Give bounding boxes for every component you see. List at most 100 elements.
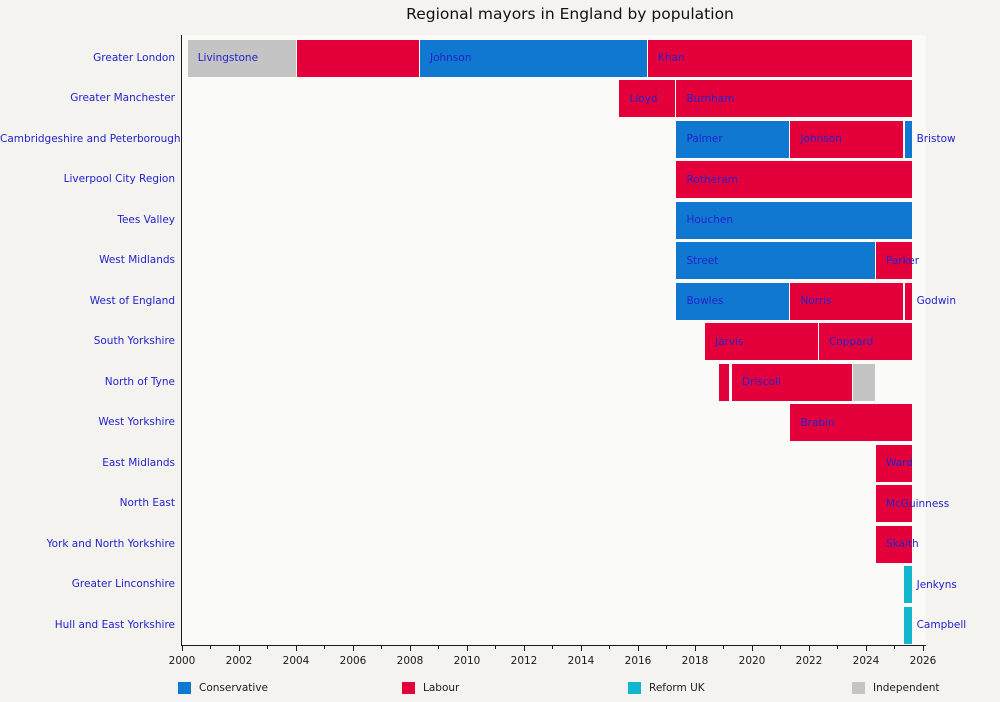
bar-segment-label: Lloyd (629, 92, 658, 105)
x-tick-major (694, 645, 696, 651)
x-tick-label: 2012 (510, 655, 538, 667)
bar-segment: Johnson (790, 120, 904, 158)
legend-swatch-labour (402, 682, 415, 694)
x-tick-major (238, 645, 240, 651)
x-tick-label: 2016 (624, 655, 652, 667)
bar-segment-label: Street (686, 254, 719, 267)
x-tick-major (181, 645, 183, 651)
bar-segment-label: Campbell (916, 619, 967, 631)
x-tick-label: 2002 (225, 655, 253, 667)
bar-segment: Campbell (904, 606, 966, 644)
chart-title: Regional mayors in England by population (406, 5, 734, 23)
x-tick-minor (495, 645, 496, 649)
bar-segment-label: Driscoll (742, 376, 781, 388)
bar-segment: Ward (875, 444, 913, 482)
bar-segment: McGuinness (875, 485, 949, 522)
bar-segment-label: Coppard (828, 335, 874, 348)
bar-segment: Khan (647, 39, 912, 77)
x-tick-minor (666, 645, 667, 649)
bar-segment: Jarvis (704, 323, 818, 360)
x-tick-label: 2010 (453, 655, 481, 667)
region-label: South Yorkshire (93, 335, 175, 347)
legend-label: Independent (873, 682, 940, 694)
bar-segment-label: Norris (800, 295, 832, 307)
bar-segment: Palmer (676, 120, 790, 158)
legend: Conservative Labour Reform UK Independent (0, 678, 1000, 702)
x-tick-label: 2020 (738, 655, 766, 667)
x-tick-minor (609, 645, 610, 649)
region-label: East Midlands (102, 456, 175, 469)
bar-segment: Jenkyns (904, 566, 957, 603)
x-tick-minor (780, 645, 781, 649)
x-tick-major (295, 645, 297, 651)
x-tick-label: 2024 (852, 655, 880, 667)
x-tick-minor (267, 645, 268, 649)
x-tick-minor (552, 645, 553, 649)
bar-segment-label: McGuinness (885, 497, 950, 510)
bar-segment: Street (676, 242, 875, 279)
bar-segment: Johnson (419, 39, 647, 77)
y-axis-region-labels: Greater London Greater Manchester Cambridg… (0, 35, 181, 645)
region-label: Greater Linconshire (71, 578, 175, 590)
bar-segment: Brabin (790, 404, 912, 441)
region-label: West Yorkshire (98, 416, 175, 428)
bar-segment: Lloyd (619, 80, 676, 117)
region-label: North of Tyne (104, 375, 175, 388)
bar-segment-label: Palmer (686, 133, 723, 145)
legend-label: Conservative (199, 682, 269, 694)
bar-segment-label: Jarvis (714, 335, 744, 348)
bar-segment: Parker (875, 242, 919, 279)
x-tick-minor (324, 645, 325, 649)
bar-segment: Skaith (875, 525, 919, 563)
bar-segment: Norris (790, 282, 904, 320)
region-label: North East (119, 497, 175, 509)
legend-swatch-independent (852, 682, 865, 694)
bar-segment: Godwin (905, 282, 956, 320)
x-tick-label: 2000 (168, 655, 196, 667)
bar-segment-label: Skaith (885, 538, 919, 550)
region-label: Greater Manchester (70, 92, 175, 104)
bar-segment-label: Bristow (916, 133, 956, 145)
x-tick-label: 2008 (396, 655, 424, 667)
legend-swatch-conservative (178, 682, 191, 694)
bar-segment-label: Johnson (800, 133, 842, 145)
bar-segment (853, 363, 875, 401)
x-tick-major (922, 645, 924, 651)
bar-segment-label: Burnham (686, 92, 735, 105)
bar-segment (297, 39, 419, 77)
x-tick-label: 2004 (282, 655, 310, 667)
x-tick-label: 2018 (681, 655, 709, 667)
bar-segment (719, 363, 730, 401)
legend-label: Labour (423, 682, 460, 694)
bar-segment-label: Johnson (429, 52, 472, 64)
legend-label: Reform UK (649, 682, 705, 694)
legend-swatch-reform (628, 682, 641, 694)
x-tick-major (808, 645, 810, 651)
x-tick-minor (381, 645, 382, 649)
x-tick-major (409, 645, 411, 651)
bar-segment-label: Ward (885, 457, 913, 469)
bar-segment: Livingstone (187, 39, 296, 77)
x-tick-major (352, 645, 354, 651)
x-tick-minor (894, 645, 895, 649)
x-tick-major (865, 645, 867, 651)
bar-segment-label: Parker (885, 254, 920, 267)
bar-segment-label: Brabin (800, 416, 835, 429)
region-label: West Midlands (99, 254, 175, 266)
x-tick-minor (210, 645, 211, 649)
region-label: Liverpool City Region (63, 173, 175, 185)
x-tick-label: 2006 (339, 655, 367, 667)
x-tick-major (751, 645, 753, 651)
x-tick-minor (837, 645, 838, 649)
bar-segment: Bowles (676, 282, 790, 320)
region-label: Hull and East Yorkshire (54, 618, 175, 631)
bar-segment: Burnham (676, 80, 912, 117)
bar-segment-label: Rotheram (686, 173, 738, 186)
bar-segment: Bristow (905, 120, 956, 158)
bar-segment-label: Khan (657, 52, 685, 64)
bar-segment-label: Godwin (916, 295, 956, 307)
x-tick-major (466, 645, 468, 651)
bar-segment-label: Jenkyns (916, 578, 957, 591)
x-tick-major (523, 645, 525, 651)
region-label: York and North Yorkshire (46, 537, 175, 550)
